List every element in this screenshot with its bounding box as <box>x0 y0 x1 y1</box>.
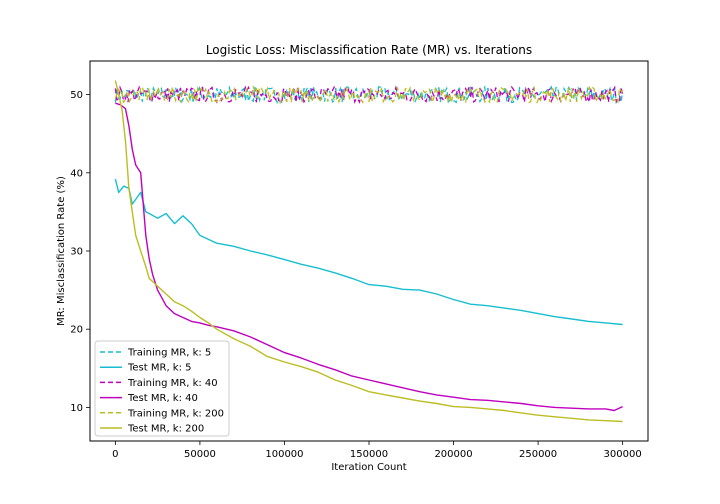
x-tick-label: 50000 <box>184 449 216 460</box>
chart-title: Logistic Loss: Misclassification Rate (M… <box>206 43 532 57</box>
y-tick-label: 50 <box>70 90 83 101</box>
series-line-test-mr-k-200 <box>114 80 623 423</box>
plot-area <box>114 80 624 423</box>
x-tick-label: 200000 <box>434 449 472 460</box>
y-tick-label: 10 <box>70 403 83 414</box>
series-line-training-mr-k-200 <box>114 84 624 105</box>
x-tick-label: 300000 <box>604 449 642 460</box>
series-line-test-mr-k-5 <box>114 178 623 326</box>
legend-label-training-mr-k-200: Training MR, k: 200 <box>127 408 224 419</box>
x-tick-label: 0 <box>112 449 118 460</box>
legend-label-training-mr-k-40: Training MR, k: 40 <box>127 378 218 389</box>
x-tick-label: 250000 <box>519 449 557 460</box>
y-axis: 10 20 30 40 50 <box>70 90 90 414</box>
legend-label-test-mr-k-40: Test MR, k: 40 <box>127 393 198 404</box>
series-line-test-mr-k-40 <box>115 102 623 412</box>
legend-label-test-mr-k-200: Test MR, k: 200 <box>127 424 204 435</box>
legend-box <box>94 340 230 437</box>
legend: Training MR, k: 5 Test MR, k: 5 Training M… <box>94 340 230 437</box>
x-tick-label: 100000 <box>265 449 303 460</box>
legend-label-test-mr-k-5: Test MR, k: 5 <box>127 363 192 374</box>
y-tick-label: 40 <box>70 168 83 179</box>
x-tick-label: 150000 <box>350 449 388 460</box>
x-axis: 0 50000 100000 150000 200000 250000 300000 <box>112 441 642 460</box>
legend-label-training-mr-k-5: Training MR, k: 5 <box>127 348 211 359</box>
y-tick-label: 30 <box>70 247 83 258</box>
y-axis-label: MR: Misclassification Rate (%) <box>56 176 67 326</box>
y-tick-label: 20 <box>70 325 83 336</box>
x-axis-label: Iteration Count <box>331 462 406 473</box>
series-line-training-mr-k-40 <box>114 85 624 104</box>
